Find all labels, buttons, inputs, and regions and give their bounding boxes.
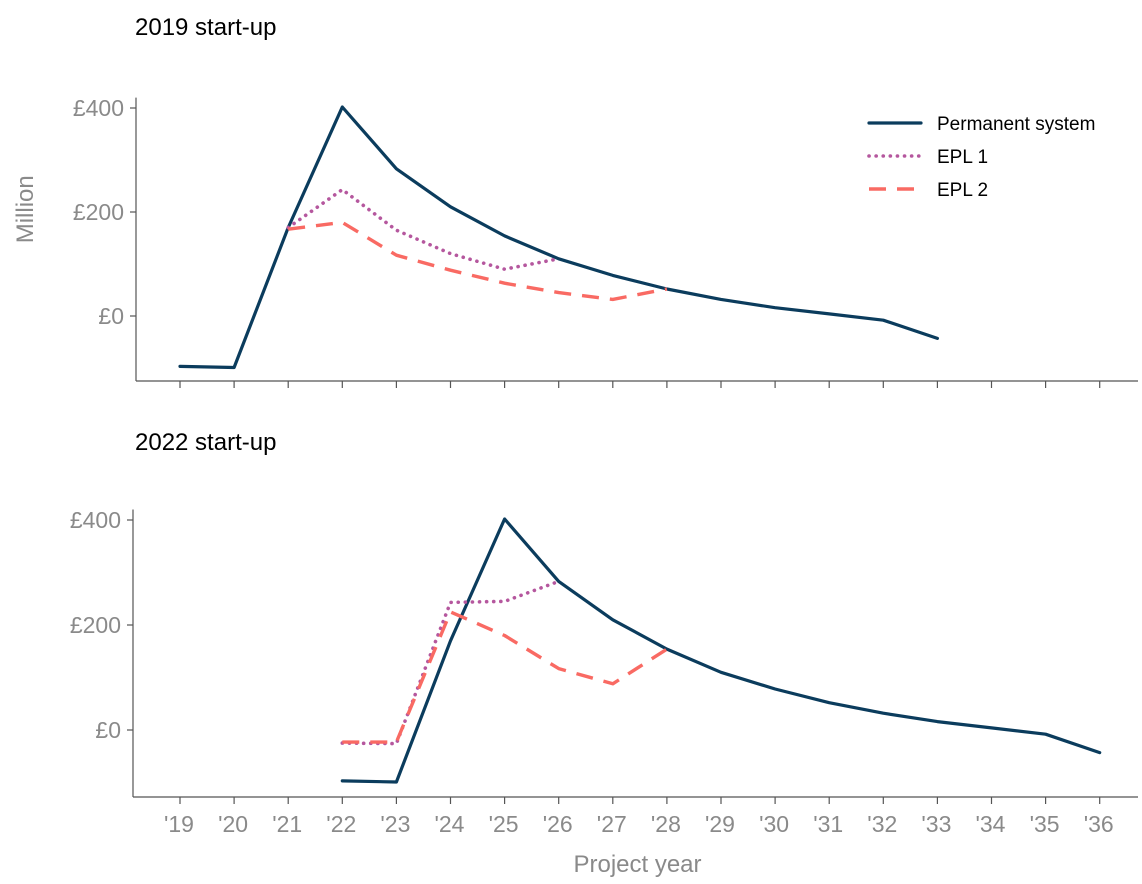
panel2-x-tick-label: '24 <box>435 811 465 837</box>
panel2-x-tick-label: '28 <box>651 811 681 837</box>
panel2-x-tick-label: '31 <box>813 811 843 837</box>
panel2-x-tick-label: '32 <box>867 811 897 837</box>
panel2-x-tick-label: '25 <box>489 811 519 837</box>
panel2-x-tick-label: '34 <box>976 811 1006 837</box>
panel2-series-permanent-system-line <box>340 517 1102 784</box>
panel2-title: 2022 start-up <box>135 429 276 456</box>
panel2-y-tick-label: £200 <box>70 612 121 638</box>
panel2-x-tick-label: '30 <box>759 811 789 837</box>
panel2-x-tick-label: '23 <box>380 811 410 837</box>
panel2-x-tick-label: '29 <box>705 811 735 837</box>
panel1-series-epl-2-line <box>287 220 668 302</box>
panel2-y-tick-label: £0 <box>95 717 121 743</box>
panel2-x-tick-label: '22 <box>326 811 356 837</box>
panel1-y-tick-label: £200 <box>73 199 124 225</box>
panel2-x-axis-title: Project year <box>573 851 701 878</box>
panel1-y-tick-label: £400 <box>73 95 124 121</box>
panel1-y-tick-label: £0 <box>98 303 124 329</box>
panel1-legend-label-permanent-system: Permanent system <box>937 114 1095 135</box>
panel2-x-tick-label: '35 <box>1030 811 1060 837</box>
panel2-series-epl-1-line <box>340 579 561 746</box>
panel2-y-tick-label: £400 <box>70 507 121 533</box>
panel2-x-tick-label: '27 <box>597 811 627 837</box>
panel2-x-tick-label: '26 <box>543 811 573 837</box>
panel2-x-tick-label: '33 <box>921 811 951 837</box>
panel2-x-tick-label: '19 <box>164 811 194 837</box>
panel1-title: 2019 start-up <box>135 14 276 41</box>
panel1-legend-label-epl-2: EPL 2 <box>937 180 988 201</box>
panel1-series-epl-1-line <box>286 187 561 271</box>
panel2-x-tick-label: '20 <box>218 811 248 837</box>
panel1-legend-label-epl-1: EPL 1 <box>937 147 988 168</box>
panel1-series-permanent-system-line <box>178 105 939 370</box>
panel1-y-axis-title: Million <box>12 175 39 243</box>
panel2-x-tick-label: '21 <box>272 811 302 837</box>
panel2-series-epl-2-line <box>342 610 668 744</box>
panel2-x-tick-label: '36 <box>1084 811 1114 837</box>
